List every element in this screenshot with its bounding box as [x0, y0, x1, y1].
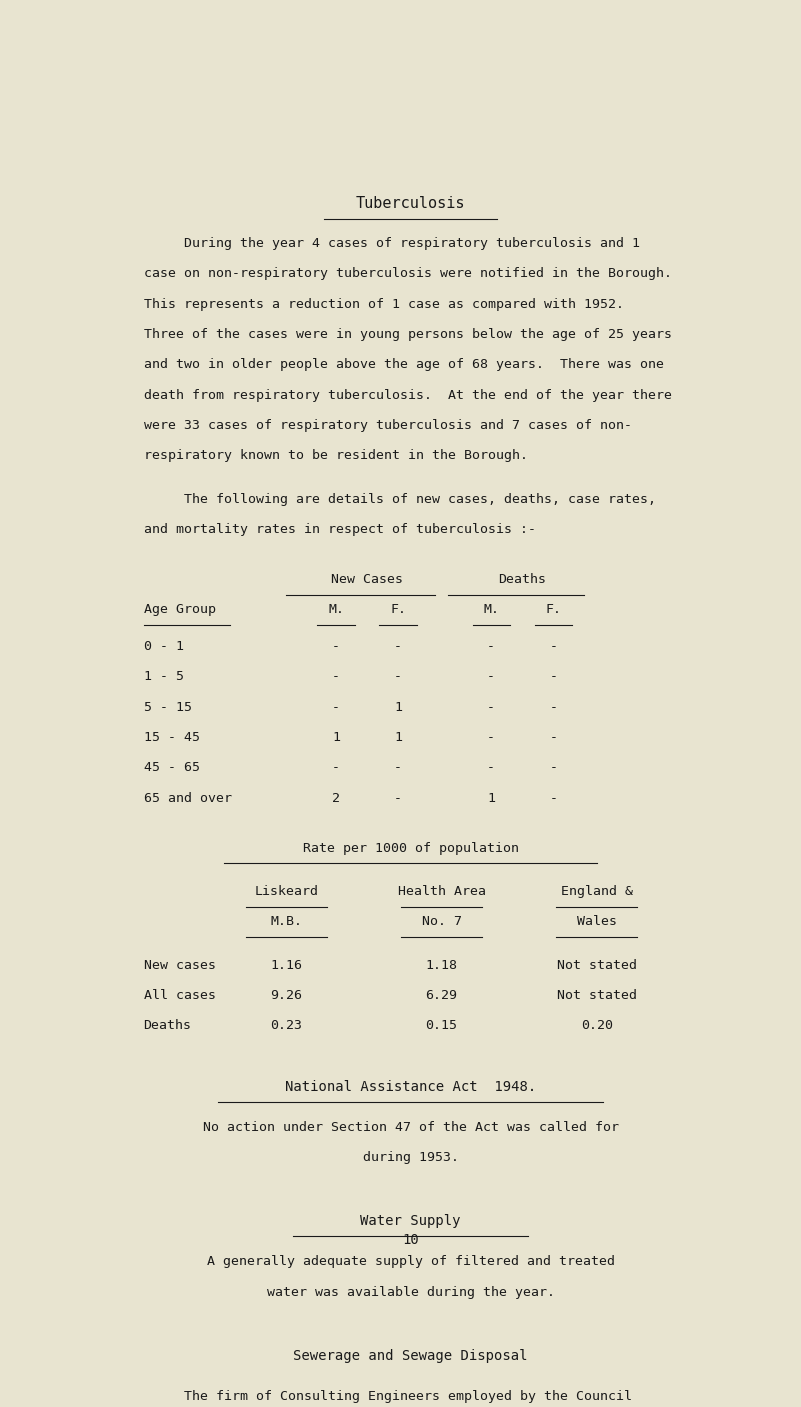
Text: -: -: [549, 640, 557, 653]
Text: Health Area: Health Area: [397, 885, 485, 898]
Text: and two in older people above the age of 68 years.  There was one: and two in older people above the age of…: [143, 359, 663, 371]
Text: case on non-respiratory tuberculosis were notified in the Borough.: case on non-respiratory tuberculosis wer…: [143, 267, 671, 280]
Text: The following are details of new cases, deaths, case rates,: The following are details of new cases, …: [143, 492, 655, 505]
Text: F.: F.: [545, 604, 562, 616]
Text: -: -: [332, 640, 340, 653]
Text: 10: 10: [402, 1233, 419, 1247]
Text: Liskeard: Liskeard: [255, 885, 318, 898]
Text: Not stated: Not stated: [557, 989, 637, 1002]
Text: 2: 2: [332, 792, 340, 805]
Text: -: -: [549, 671, 557, 684]
Text: This represents a reduction of 1 case as compared with 1952.: This represents a reduction of 1 case as…: [143, 298, 624, 311]
Text: -: -: [394, 671, 402, 684]
Text: M.: M.: [328, 604, 344, 616]
Text: Wales: Wales: [577, 916, 617, 929]
Text: All cases: All cases: [143, 989, 215, 1002]
Text: 45 - 65: 45 - 65: [143, 761, 199, 774]
Text: 1: 1: [394, 732, 402, 744]
Text: -: -: [487, 701, 495, 713]
Text: 1 - 5: 1 - 5: [143, 671, 183, 684]
Text: -: -: [549, 732, 557, 744]
Text: were 33 cases of respiratory tuberculosis and 7 cases of non-: were 33 cases of respiratory tuberculosi…: [143, 419, 631, 432]
Text: -: -: [332, 701, 340, 713]
Text: 0.20: 0.20: [581, 1019, 613, 1033]
Text: -: -: [394, 761, 402, 774]
Text: M.: M.: [483, 604, 499, 616]
Text: death from respiratory tuberculosis.  At the end of the year there: death from respiratory tuberculosis. At …: [143, 388, 671, 402]
Text: The firm of Consulting Engineers employed by the Council: The firm of Consulting Engineers employe…: [143, 1390, 631, 1403]
Text: National Assistance Act  1948.: National Assistance Act 1948.: [285, 1081, 536, 1095]
Text: -: -: [332, 761, 340, 774]
Text: Water Supply: Water Supply: [360, 1214, 461, 1228]
Text: -: -: [487, 640, 495, 653]
Text: 15 - 45: 15 - 45: [143, 732, 199, 744]
Text: -: -: [487, 761, 495, 774]
Text: Age Group: Age Group: [143, 604, 215, 616]
Text: 0 - 1: 0 - 1: [143, 640, 183, 653]
Text: Sewerage and Sewage Disposal: Sewerage and Sewage Disposal: [293, 1349, 528, 1362]
Text: and mortality rates in respect of tuberculosis :-: and mortality rates in respect of tuberc…: [143, 523, 536, 536]
Text: respiratory known to be resident in the Borough.: respiratory known to be resident in the …: [143, 449, 528, 463]
Text: No. 7: No. 7: [421, 916, 461, 929]
Text: Rate per 1000 of population: Rate per 1000 of population: [303, 841, 518, 854]
Text: -: -: [487, 671, 495, 684]
Text: 1.16: 1.16: [271, 958, 302, 972]
Text: 1.18: 1.18: [425, 958, 457, 972]
Text: 1: 1: [394, 701, 402, 713]
Text: A generally adequate supply of filtered and treated: A generally adequate supply of filtered …: [207, 1255, 614, 1269]
Text: During the year 4 cases of respiratory tuberculosis and 1: During the year 4 cases of respiratory t…: [143, 238, 639, 250]
Text: 0.23: 0.23: [271, 1019, 302, 1033]
Text: during 1953.: during 1953.: [363, 1151, 458, 1165]
Text: Not stated: Not stated: [557, 958, 637, 972]
Text: -: -: [394, 792, 402, 805]
Text: 0.15: 0.15: [425, 1019, 457, 1033]
Text: -: -: [487, 732, 495, 744]
Text: Deaths: Deaths: [143, 1019, 191, 1033]
Text: -: -: [549, 761, 557, 774]
Text: 9.26: 9.26: [271, 989, 302, 1002]
Text: 1: 1: [487, 792, 495, 805]
Text: England &: England &: [561, 885, 633, 898]
Text: -: -: [332, 671, 340, 684]
Text: water was available during the year.: water was available during the year.: [267, 1286, 554, 1299]
Text: -: -: [394, 640, 402, 653]
Text: M.B.: M.B.: [271, 916, 302, 929]
Text: New cases: New cases: [143, 958, 215, 972]
Text: Deaths: Deaths: [498, 573, 546, 585]
Text: New Cases: New Cases: [331, 573, 403, 585]
Text: No action under Section 47 of the Act was called for: No action under Section 47 of the Act wa…: [203, 1121, 618, 1134]
Text: -: -: [549, 792, 557, 805]
Text: F.: F.: [390, 604, 406, 616]
Text: Three of the cases were in young persons below the age of 25 years: Three of the cases were in young persons…: [143, 328, 671, 340]
Text: Tuberculosis: Tuberculosis: [356, 196, 465, 211]
Text: 5 - 15: 5 - 15: [143, 701, 191, 713]
Text: 65 and over: 65 and over: [143, 792, 231, 805]
Text: 6.29: 6.29: [425, 989, 457, 1002]
Text: -: -: [549, 701, 557, 713]
Text: 1: 1: [332, 732, 340, 744]
